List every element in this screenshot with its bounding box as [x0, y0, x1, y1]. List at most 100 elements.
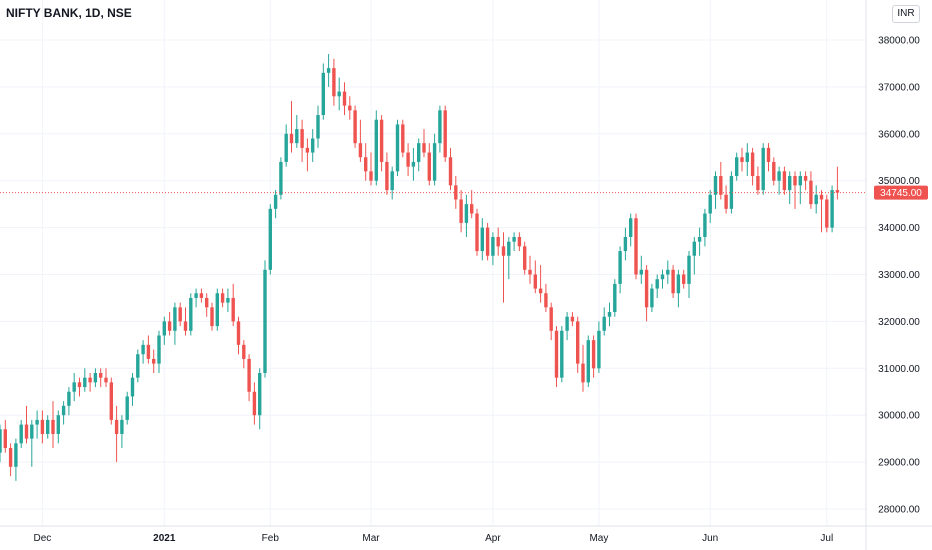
candle [666, 260, 670, 284]
y-tick-label: 33000.00 [878, 270, 920, 281]
candle-body [337, 91, 341, 97]
currency-badge[interactable]: INR [892, 5, 920, 23]
candle-body [655, 279, 659, 289]
candle [607, 302, 612, 327]
y-tick-label: 30000.00 [878, 411, 920, 422]
candle-body [660, 274, 665, 280]
candle-body [342, 91, 347, 106]
candle-body [793, 176, 797, 186]
candle-body [3, 429, 7, 449]
candle-body [77, 382, 82, 388]
candle-body [533, 274, 537, 289]
candle [591, 335, 596, 378]
candle-body [570, 316, 575, 322]
candle-body [194, 293, 198, 298]
candle-body [538, 288, 543, 294]
candle [289, 100, 294, 153]
candle [194, 288, 198, 308]
candle [305, 138, 310, 172]
candle-body [99, 372, 103, 378]
candle-body [61, 405, 66, 416]
candle-body [644, 269, 649, 308]
candle [342, 82, 347, 116]
candle-body [766, 147, 771, 162]
candle-body [443, 110, 447, 158]
candle-body [719, 176, 723, 195]
candle-body [242, 344, 246, 359]
candle [93, 368, 98, 388]
candle [814, 185, 818, 214]
candle-body [634, 218, 638, 275]
candle-body [491, 236, 495, 256]
candle [432, 133, 437, 186]
candle [321, 63, 325, 120]
candle-body [268, 208, 272, 270]
candle-body [475, 213, 479, 252]
candle [549, 302, 553, 341]
candle [464, 194, 469, 237]
candle [311, 129, 315, 162]
candle [72, 372, 76, 402]
candle [581, 344, 585, 392]
candle-body [782, 171, 787, 191]
candle [3, 419, 7, 453]
candle [597, 321, 601, 373]
candle [215, 288, 219, 331]
candle [523, 241, 527, 275]
candle [353, 105, 357, 148]
candle [279, 157, 283, 200]
candle-body [40, 419, 45, 434]
candle-body [597, 330, 601, 369]
candle-body [51, 419, 55, 434]
candle-body [263, 269, 267, 373]
candle [750, 147, 755, 186]
candle-body [316, 115, 320, 139]
candle-body [231, 297, 235, 322]
candle [109, 377, 113, 425]
candle [496, 227, 500, 256]
candle [565, 312, 569, 341]
candle-body [379, 119, 384, 162]
symbol-title[interactable]: NIFTY BANK, 1D, NSE [6, 6, 132, 20]
y-tick-label: 37000.00 [878, 82, 920, 93]
candle-body [157, 335, 161, 364]
candle [125, 391, 129, 425]
candle [114, 405, 119, 463]
candle [273, 190, 278, 219]
candle-body [517, 236, 522, 247]
candle-body [385, 161, 389, 191]
candle [745, 143, 749, 177]
candle [14, 438, 18, 481]
candle [231, 283, 235, 327]
candle [210, 302, 214, 331]
candle-body [14, 443, 18, 467]
y-tick-label: 34000.00 [878, 223, 920, 234]
candle-body [560, 330, 564, 378]
candle [236, 316, 241, 355]
candle [491, 232, 495, 266]
x-tick-label: 2021 [153, 533, 176, 544]
candle-body [772, 161, 776, 181]
candle [427, 143, 431, 186]
candle [83, 368, 87, 392]
candle-body [46, 419, 50, 434]
candle [157, 330, 161, 373]
candle-body [30, 424, 34, 439]
candle-body [199, 293, 204, 298]
candle [618, 246, 622, 294]
candle-body [247, 358, 251, 392]
candle-body [454, 185, 458, 200]
candle [719, 161, 723, 200]
x-tick-label: Apr [485, 533, 501, 544]
candle [406, 143, 410, 177]
candle [411, 147, 416, 181]
candle-body [295, 129, 299, 144]
candle [385, 152, 389, 195]
candle [788, 171, 792, 205]
candle-body [236, 321, 241, 345]
candle-body [607, 312, 612, 317]
candle [782, 166, 787, 195]
candle-body [289, 133, 294, 144]
candle [835, 166, 840, 200]
